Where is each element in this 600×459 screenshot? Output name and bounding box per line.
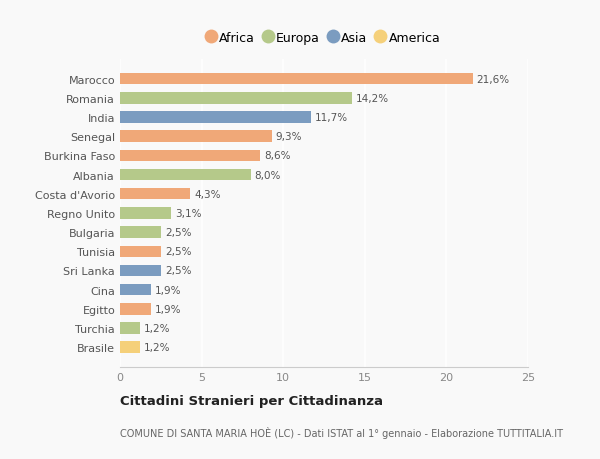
Bar xyxy=(120,303,151,315)
Bar xyxy=(120,189,190,200)
Text: 2,5%: 2,5% xyxy=(165,228,191,238)
Bar xyxy=(120,265,161,277)
Bar xyxy=(120,150,260,162)
Text: 4,3%: 4,3% xyxy=(194,189,221,199)
Text: 3,1%: 3,1% xyxy=(175,208,201,218)
Legend: Africa, Europa, Asia, America: Africa, Europa, Asia, America xyxy=(205,29,443,47)
Bar xyxy=(120,227,161,238)
Text: Cittadini Stranieri per Cittadinanza: Cittadini Stranieri per Cittadinanza xyxy=(120,394,383,407)
Text: 21,6%: 21,6% xyxy=(476,74,510,84)
Bar xyxy=(120,246,161,257)
Text: 1,2%: 1,2% xyxy=(143,342,170,353)
Text: 1,9%: 1,9% xyxy=(155,304,182,314)
Bar xyxy=(120,284,151,296)
Text: 8,0%: 8,0% xyxy=(254,170,281,180)
Text: 9,3%: 9,3% xyxy=(276,132,302,142)
Bar xyxy=(120,169,251,181)
Bar xyxy=(120,342,140,353)
Bar xyxy=(120,112,311,123)
Bar xyxy=(120,131,272,143)
Text: 1,9%: 1,9% xyxy=(155,285,182,295)
Text: COMUNE DI SANTA MARIA HOÈ (LC) - Dati ISTAT al 1° gennaio - Elaborazione TUTTITA: COMUNE DI SANTA MARIA HOÈ (LC) - Dati IS… xyxy=(120,426,563,438)
Bar xyxy=(120,93,352,104)
Text: 2,5%: 2,5% xyxy=(165,247,191,257)
Text: 11,7%: 11,7% xyxy=(315,113,348,123)
Bar xyxy=(120,207,170,219)
Text: 1,2%: 1,2% xyxy=(143,323,170,333)
Bar xyxy=(120,323,140,334)
Text: 2,5%: 2,5% xyxy=(165,266,191,276)
Text: 8,6%: 8,6% xyxy=(265,151,291,161)
Bar xyxy=(120,73,473,85)
Text: 14,2%: 14,2% xyxy=(356,94,389,104)
